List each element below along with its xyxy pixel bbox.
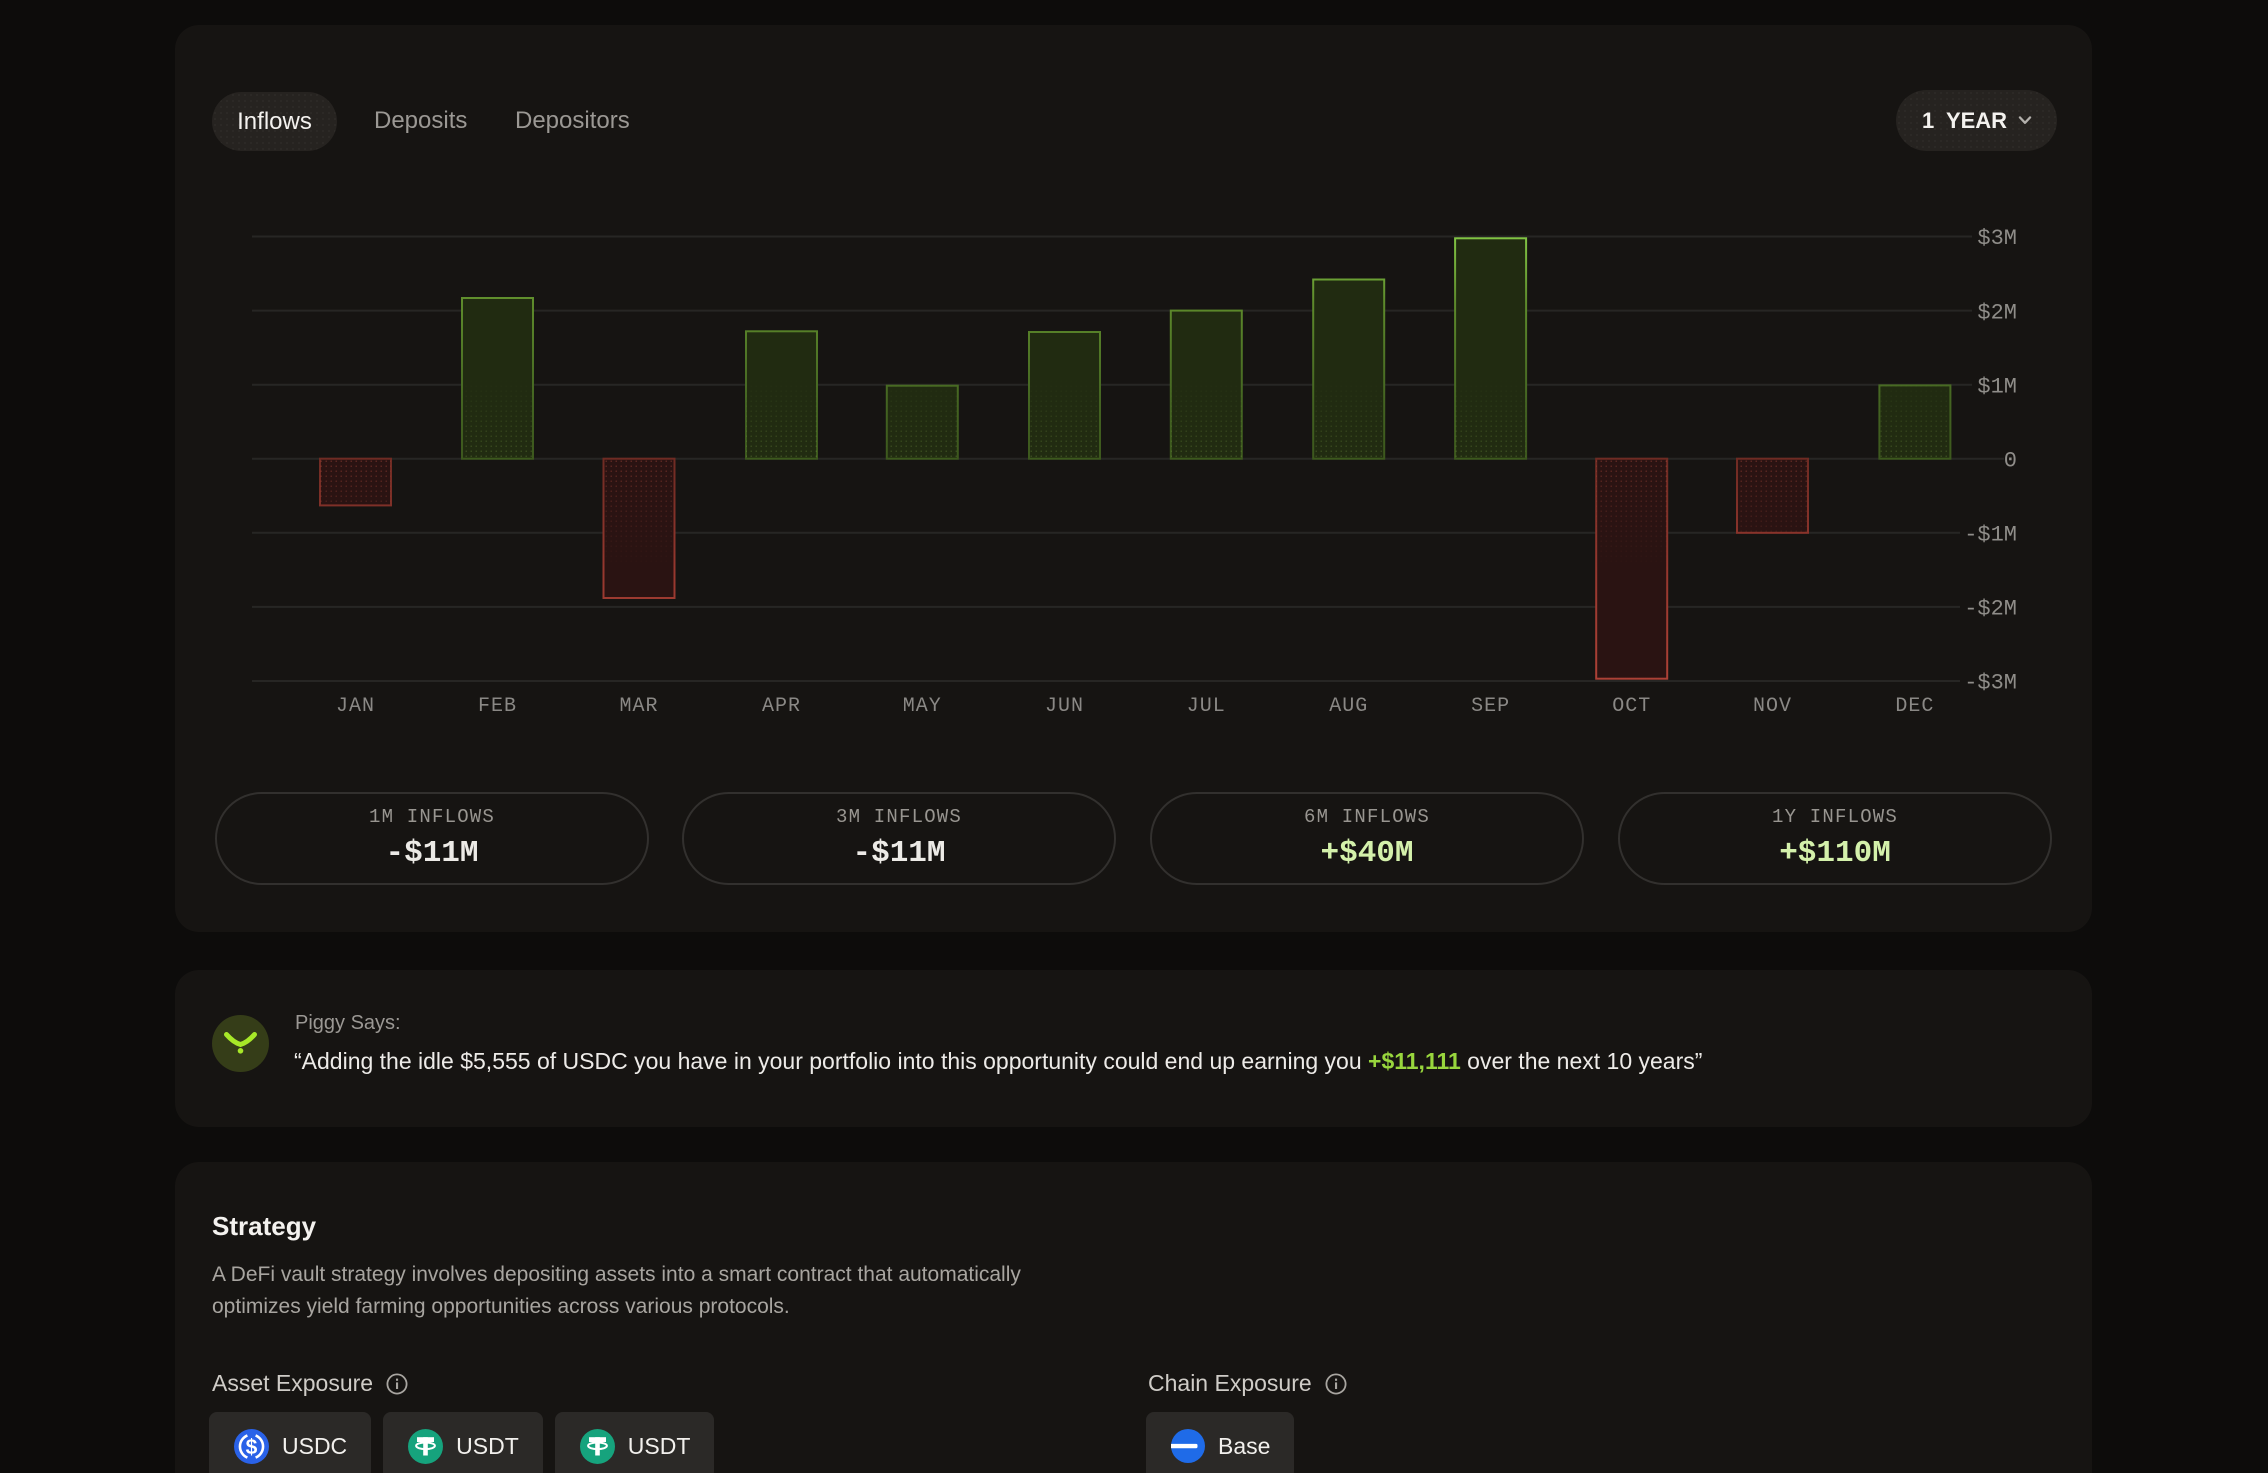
svg-text:JUN: JUN: [1045, 695, 1084, 718]
svg-text:MAR: MAR: [619, 695, 658, 718]
svg-text:-$3M: -$3M: [1964, 671, 2017, 696]
svg-text:-$1M: -$1M: [1964, 523, 2017, 548]
svg-text:SEP: SEP: [1471, 695, 1510, 718]
svg-text:$1M: $1M: [1977, 374, 2017, 399]
svg-text:OCT: OCT: [1612, 695, 1651, 718]
svg-text:-$2M: -$2M: [1964, 597, 2017, 622]
svg-text:DEC: DEC: [1895, 695, 1934, 718]
svg-text:MAY: MAY: [903, 695, 942, 718]
svg-text:$2M: $2M: [1977, 300, 2017, 325]
svg-text:$: $: [246, 1436, 258, 1459]
svg-text:JUL: JUL: [1187, 695, 1226, 718]
svg-text:$3M: $3M: [1977, 226, 2017, 251]
svg-text:FEB: FEB: [478, 695, 517, 718]
svg-text:NOV: NOV: [1753, 695, 1792, 718]
svg-text:JAN: JAN: [336, 695, 375, 718]
svg-text:APR: APR: [762, 695, 801, 718]
svg-text:AUG: AUG: [1329, 695, 1368, 718]
svg-text:0: 0: [2004, 448, 2017, 473]
